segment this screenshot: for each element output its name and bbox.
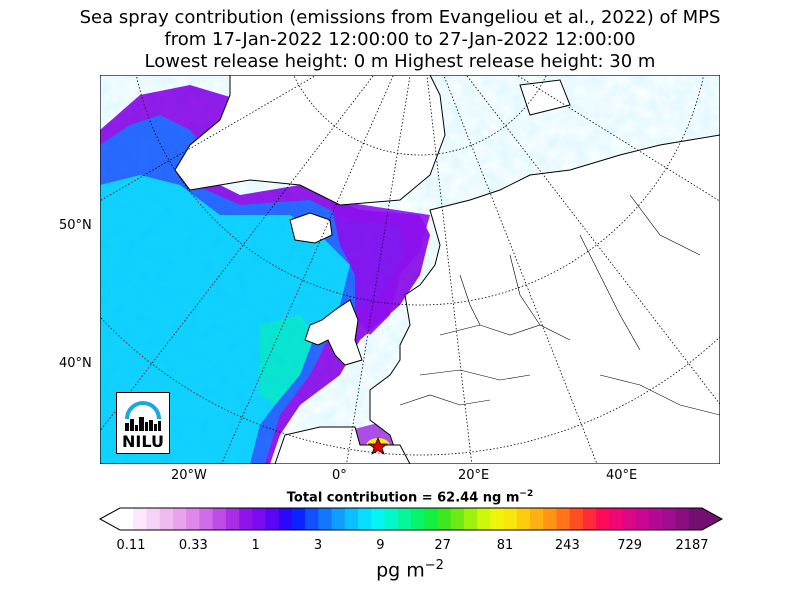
colorbar-cell: [662, 508, 676, 530]
colorbar-cell: [225, 508, 240, 530]
colorbar-cell: [344, 508, 359, 530]
colorbar-cell: [450, 508, 465, 530]
colorbar-cell: [437, 508, 452, 530]
map-title-line-3: Lowest release height: 0 m Highest relea…: [144, 51, 656, 72]
colorbar: [98, 507, 724, 531]
iceland-land: [289, 212, 333, 244]
total-contribution: Total contribution = 62.44 ng m−2: [0, 489, 800, 505]
country-borders: [399, 194, 720, 416]
colorbar-cell: [318, 508, 333, 530]
colorbar-cell: [675, 508, 690, 530]
colorbar-cell: [146, 508, 161, 530]
colorbar-cell: [530, 508, 544, 530]
lat-label-50n: 50°N: [59, 218, 92, 233]
colorbar-cell: [371, 508, 385, 530]
colorbar-tick-label: 1: [251, 538, 260, 553]
colorbar-tick-label: 243: [554, 538, 580, 553]
colorbar-cell: [120, 508, 134, 530]
colorbar-unit: pg m−2: [0, 558, 800, 581]
colorbar-cell: [609, 508, 624, 530]
colorbar-cell: [424, 508, 438, 530]
total-contribution-exponent: −2: [519, 489, 534, 499]
colorbar-cell: [397, 508, 412, 530]
lon-label-0: 0°: [332, 468, 347, 483]
logo-graphic: [125, 401, 161, 431]
colorbar-cell: [649, 508, 663, 530]
colorbar-cell: [582, 508, 597, 530]
colorbar-cell: [477, 508, 491, 530]
colorbar-cell: [172, 508, 187, 530]
map-panel: [100, 75, 720, 464]
map-title-line-1: Sea spray contribution (emissions from E…: [79, 7, 721, 28]
colorbar-cell: [503, 508, 518, 530]
colorbar-under-extend: [100, 508, 120, 530]
colorbar-outline: [98, 507, 724, 531]
colorbar-cell: [384, 508, 399, 530]
colorbar-cell: [596, 508, 610, 530]
lon-label-20w: 20°W: [171, 468, 207, 483]
map-title-line-2: from 17-Jan-2022 12:00:00 to 27-Jan-2022…: [164, 29, 636, 50]
logo-text: NILU: [122, 432, 164, 451]
nilu-logo: NILU: [116, 392, 170, 454]
colorbar-cell: [411, 508, 425, 530]
colorbar-cell: [133, 508, 147, 530]
colorbar-cell: [199, 508, 213, 530]
colorbar-cell: [635, 508, 650, 530]
concentration-field-north-sea: [330, 200, 430, 335]
colorbar-cell: [252, 508, 266, 530]
svalbard-land: [519, 79, 571, 116]
colorbar-cell: [622, 508, 637, 530]
colorbar-cell: [305, 508, 319, 530]
greenland-land: [174, 75, 446, 206]
colorbar-cell: [331, 508, 346, 530]
colorbar-cell: [278, 508, 293, 530]
colorbar-cell: [186, 508, 200, 530]
colorbar-cell: [291, 508, 306, 530]
colorbar-tick-label: 0.11: [116, 538, 146, 553]
lon-label-40e: 40°E: [606, 468, 638, 483]
colorbar-cell: [543, 508, 557, 530]
colorbar-unit-text: pg m: [376, 559, 425, 582]
colorbar-cell: [463, 508, 478, 530]
colorbar-tick-label: 81: [496, 538, 514, 553]
colorbar-cell: [358, 508, 372, 530]
graticule: [100, 75, 720, 464]
colorbar-unit-exponent: −2: [424, 558, 444, 573]
colorbar-cell: [265, 508, 280, 530]
north-africa-land: [274, 426, 411, 464]
colorbar-over-extend: [702, 508, 722, 530]
release-site-star: [367, 436, 389, 455]
colorbar-tick-label: 3: [313, 538, 323, 553]
colorbar-cell: [556, 508, 571, 530]
colorbar-tick-label: 9: [376, 538, 385, 553]
colorbar-cell: [490, 508, 504, 530]
colorbar-tick-label: 0.33: [178, 538, 208, 553]
colorbar-cell: [688, 508, 703, 530]
colorbar-cell: [516, 508, 531, 530]
colorbar-cell: [212, 508, 227, 530]
total-contribution-text: Total contribution = 62.44 ng m: [286, 490, 520, 506]
lon-label-20e: 20°E: [458, 468, 490, 483]
colorbar-tick-label: 2187: [675, 538, 709, 553]
europe-land: [369, 134, 720, 464]
colorbar-tick-label: 27: [434, 538, 451, 553]
colorbar-tick-label: 729: [617, 538, 643, 553]
colorbar-cell: [239, 508, 253, 530]
colorbar-cell: [569, 508, 584, 530]
british-isles-land: [304, 299, 363, 366]
colorbar-cell: [159, 508, 174, 530]
lat-label-40n: 40°N: [59, 356, 92, 371]
